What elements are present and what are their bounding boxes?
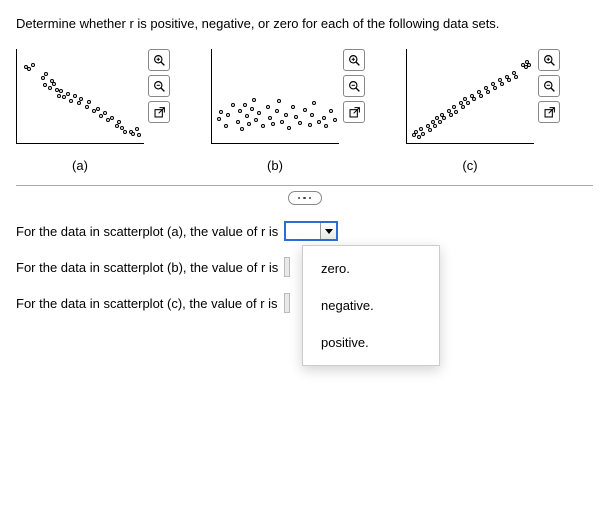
answer-select-a[interactable] — [284, 221, 338, 241]
question-text: Determine whether r is positive, negativ… — [16, 16, 593, 31]
expand-button[interactable] — [288, 191, 322, 205]
answer-select-b[interactable] — [284, 257, 290, 277]
plot-block-c: (c) — [406, 49, 593, 173]
zoom-in-icon[interactable] — [343, 49, 365, 71]
scatterplot-b — [211, 49, 339, 144]
open-external-icon[interactable] — [343, 101, 365, 123]
answer-prompt-b: For the data in scatterplot (b), the val… — [16, 260, 278, 275]
scatterplot-c — [406, 49, 534, 144]
zoom-out-icon[interactable] — [538, 75, 560, 97]
dropdown-option-positive[interactable]: positive. — [303, 324, 439, 361]
plot-label-c: (c) — [462, 158, 477, 173]
scatterplot-a — [16, 49, 144, 144]
zoom-out-icon[interactable] — [148, 75, 170, 97]
dropdown-option-negative[interactable]: negative. — [303, 287, 439, 324]
dropdown-option-zero[interactable]: zero. — [303, 250, 439, 287]
plot-label-b: (b) — [267, 158, 283, 173]
plot-block-b: (b) — [211, 49, 398, 173]
answer-prompt-c: For the data in scatterplot (c), the val… — [16, 296, 278, 311]
dropdown-menu: zero. negative. positive. — [302, 245, 440, 366]
plots-row: (a) (b) (c) — [16, 49, 593, 173]
answer-select-c[interactable] — [284, 293, 290, 313]
answer-line-a: For the data in scatterplot (a), the val… — [16, 221, 593, 241]
zoom-out-icon[interactable] — [343, 75, 365, 97]
answer-prompt-a: For the data in scatterplot (a), the val… — [16, 224, 278, 239]
zoom-in-icon[interactable] — [148, 49, 170, 71]
zoom-in-icon[interactable] — [538, 49, 560, 71]
open-external-icon[interactable] — [538, 101, 560, 123]
section-divider — [16, 185, 593, 186]
plot-block-a: (a) — [16, 49, 203, 173]
plot-label-a: (a) — [72, 158, 88, 173]
open-external-icon[interactable] — [148, 101, 170, 123]
